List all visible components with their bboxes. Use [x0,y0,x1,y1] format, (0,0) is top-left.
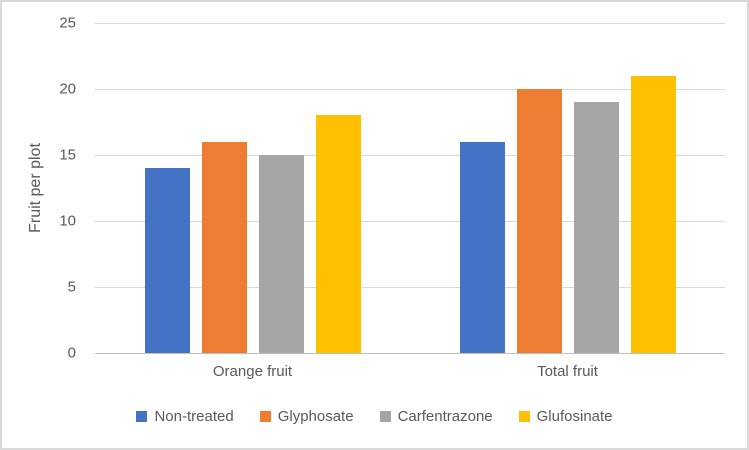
bar [315,115,361,353]
gridline [95,221,725,222]
legend: Non-treated Glyphosate Carfentrazone Glufos… [2,408,747,425]
y-tick-label: 15 [59,146,76,164]
bar-group [95,23,410,353]
x-axis-category-label: Total fruit [537,363,598,380]
legend-item: Glufosinate [518,408,613,425]
gridline [95,23,725,24]
y-tick-label: 20 [59,80,76,98]
legend-swatch [518,411,530,422]
legend-label: Carfentrazone [397,408,493,425]
bar [258,155,304,353]
legend-item: Non-treated [136,408,234,425]
plot-area [95,23,725,354]
bar [516,89,562,353]
gridline [95,89,725,90]
gridline [95,287,725,288]
y-tick-label: 25 [59,14,76,32]
y-tick-label: 10 [59,212,76,230]
y-axis-ticks: 0 5 10 15 20 25 [2,2,76,448]
y-tick-label: 0 [67,344,76,362]
legend-label: Glyphosate [277,408,354,425]
gridline [95,155,725,156]
legend-label: Non-treated [154,408,234,425]
bar [573,102,619,353]
legend-swatch [136,411,148,422]
x-axis-labels: Orange fruit Total fruit [95,363,725,380]
y-tick-label: 5 [67,278,76,296]
bar [144,168,190,353]
legend-item: Carfentrazone [379,408,493,425]
bar [459,141,505,353]
legend-swatch [259,411,271,422]
legend-label: Glufosinate [536,408,613,425]
legend-item: Glyphosate [259,408,354,425]
bar-group [410,23,725,353]
bar [201,141,247,353]
legend-swatch [379,411,391,422]
x-axis-category-label: Orange fruit [212,363,293,380]
bar [630,75,676,353]
